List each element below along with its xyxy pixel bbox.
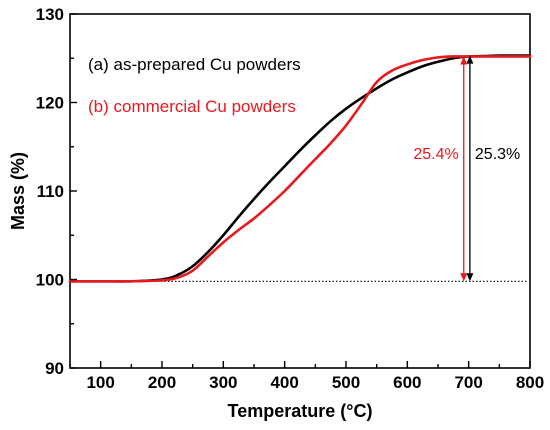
y-tick-label: 130 [36, 5, 64, 24]
x-axis-title: Temperature (°C) [228, 401, 373, 421]
x-tick-label: 700 [454, 373, 482, 392]
y-tick-label: 110 [37, 182, 64, 201]
y-tick-label: 120 [36, 94, 64, 113]
series-line-as-prepared [68, 54, 532, 283]
legend-entry-as-prepared: (a) as-prepared Cu powders [88, 55, 301, 74]
series-line-commercial [68, 55, 532, 283]
legend-entry-commercial: (b) commercial Cu powders [88, 97, 296, 116]
x-tick-label: 600 [393, 373, 421, 392]
annotation-label-commercial: 25.4% [413, 146, 458, 163]
y-axis-title: Mass (%) [8, 152, 28, 230]
y-tick-label: 100 [36, 271, 64, 290]
x-tick-label: 100 [86, 373, 114, 392]
annotation-label-as-prepared: 25.3% [475, 146, 520, 163]
x-tick-label: 300 [209, 373, 237, 392]
x-tick-label: 800 [516, 373, 544, 392]
y-tick-label: 90 [45, 359, 64, 378]
x-tick-label: 200 [148, 373, 176, 392]
annotation-as-prepared-arrow-head-top [466, 55, 474, 64]
annotation-commercial-arrow-head-top [460, 56, 468, 65]
annotation-as-prepared-arrow-head-bottom [466, 273, 474, 282]
annotation-commercial-arrow-head-bottom [460, 273, 468, 282]
x-tick-label: 500 [332, 373, 360, 392]
x-tick-label: 400 [270, 373, 298, 392]
